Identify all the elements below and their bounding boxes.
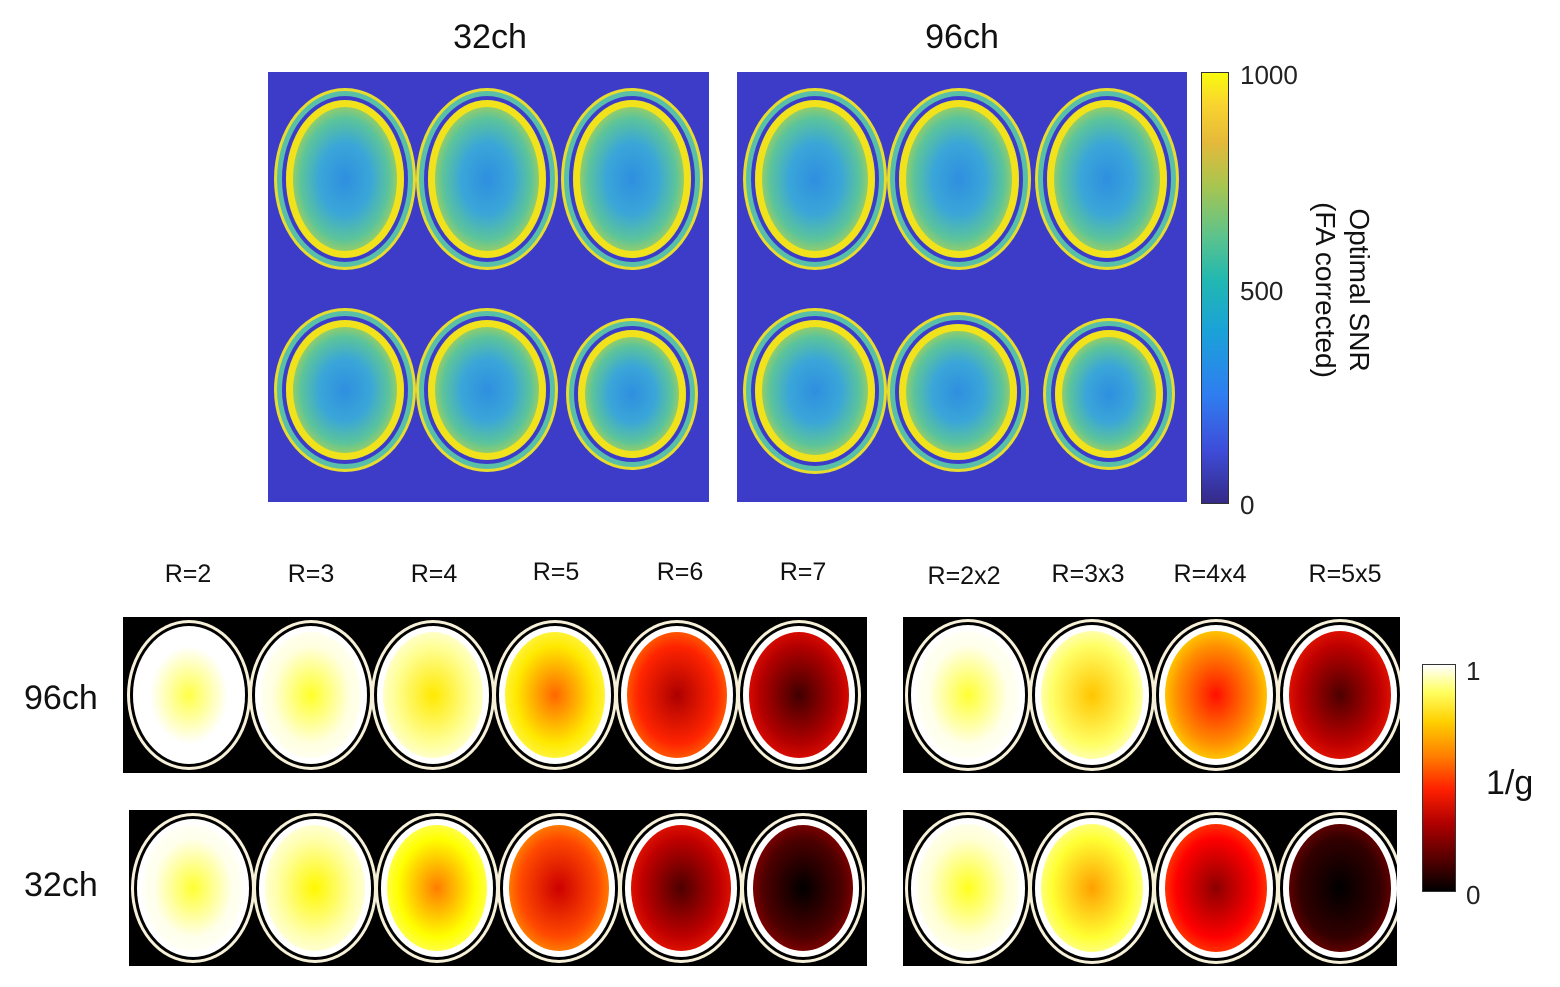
gmap-slice bbox=[1035, 625, 1149, 765]
brain-slice bbox=[578, 330, 686, 458]
brain-slice bbox=[1047, 100, 1167, 258]
gmap-slice bbox=[499, 626, 611, 764]
brain-slice bbox=[755, 320, 875, 462]
gmap-slice bbox=[377, 626, 489, 764]
col-label-r4: R=4 bbox=[410, 560, 458, 588]
brain-slice bbox=[899, 100, 1019, 258]
gmap-panel-32ch-1d bbox=[129, 810, 867, 966]
brain-slice bbox=[573, 100, 691, 258]
gmap-slice bbox=[747, 819, 859, 957]
snr-tick-0: 0 bbox=[1240, 490, 1255, 520]
snr-colorbar-label: Optimal SNR (FA corrected) bbox=[1308, 140, 1376, 440]
row-label-32ch: 32ch bbox=[24, 866, 98, 904]
g-tick-1: 1 bbox=[1466, 656, 1481, 686]
brain-slice bbox=[428, 320, 546, 460]
snr-colorbar bbox=[1201, 72, 1229, 504]
col-label-r2x2: R=2x2 bbox=[927, 562, 1001, 590]
snr-label-line1: Optimal SNR bbox=[1344, 208, 1375, 372]
brain-slice bbox=[286, 100, 404, 258]
gmap-slice bbox=[1283, 625, 1397, 765]
title-96ch: 96ch bbox=[925, 18, 999, 56]
brain-slice bbox=[286, 320, 404, 460]
gmap-slice bbox=[255, 626, 367, 764]
col-label-r6: R=6 bbox=[656, 558, 704, 586]
col-label-r5: R=5 bbox=[532, 558, 580, 586]
gmap-slice bbox=[743, 626, 855, 764]
g-tick-0: 0 bbox=[1466, 880, 1481, 910]
gmap-slice bbox=[1283, 818, 1397, 958]
gmap-panel-96ch-1d bbox=[123, 617, 867, 773]
brain-slice bbox=[428, 100, 546, 258]
gmap-slice bbox=[137, 819, 249, 957]
gmap-slice bbox=[133, 626, 245, 764]
brain-slice bbox=[899, 324, 1017, 460]
col-label-r3: R=3 bbox=[287, 560, 335, 588]
gmap-slice bbox=[259, 819, 371, 957]
col-label-r4x4: R=4x4 bbox=[1173, 560, 1247, 588]
snr-tick-1000: 1000 bbox=[1240, 60, 1298, 90]
snr-label-line2: (FA corrected) bbox=[1310, 202, 1341, 378]
g-colorbar-label: 1/g bbox=[1486, 764, 1534, 802]
row-label-96ch: 96ch bbox=[24, 679, 98, 717]
gmap-slice bbox=[911, 625, 1025, 765]
gmap-slice bbox=[1159, 625, 1273, 765]
gmap-slice bbox=[381, 819, 493, 957]
gmap-slice bbox=[621, 626, 733, 764]
col-label-r7: R=7 bbox=[779, 558, 827, 586]
gmap-slice bbox=[1035, 818, 1149, 958]
gmap-slice bbox=[625, 819, 737, 957]
snr-panel-96ch bbox=[737, 72, 1187, 502]
gmap-panel-96ch-2d bbox=[903, 617, 1400, 773]
title-32ch: 32ch bbox=[453, 18, 527, 56]
brain-slice bbox=[755, 100, 875, 258]
snr-panel-32ch bbox=[268, 72, 709, 502]
gmap-slice bbox=[503, 819, 615, 957]
col-label-r5x5: R=5x5 bbox=[1308, 560, 1382, 588]
brain-slice bbox=[1055, 330, 1163, 458]
snr-tick-500: 500 bbox=[1240, 276, 1284, 306]
gmap-slice bbox=[911, 818, 1025, 958]
col-label-r3x3: R=3x3 bbox=[1051, 560, 1125, 588]
col-label-r2: R=2 bbox=[164, 560, 212, 588]
gmap-panel-32ch-2d bbox=[903, 810, 1397, 966]
gmap-slice bbox=[1159, 818, 1273, 958]
g-colorbar bbox=[1422, 664, 1456, 892]
